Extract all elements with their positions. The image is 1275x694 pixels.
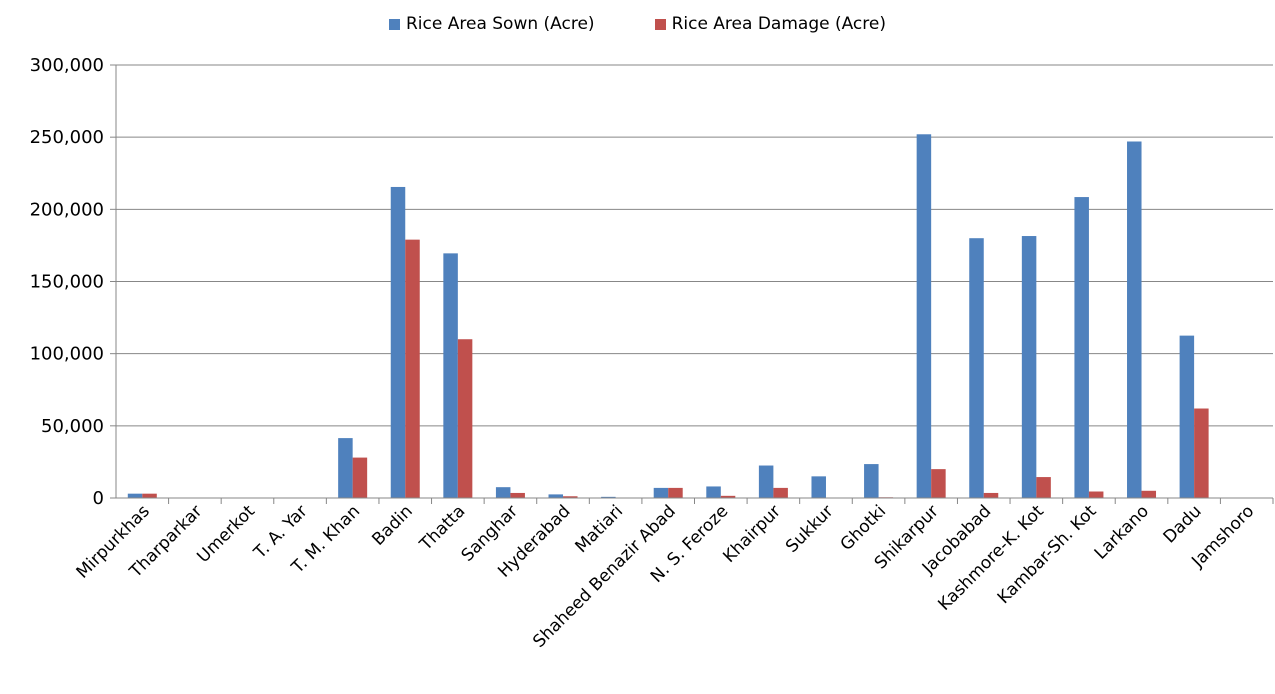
bar-damage: [668, 487, 683, 498]
bar-sown: [864, 464, 879, 498]
bar-damage: [983, 492, 999, 498]
x-tick-label: Sukkur: [782, 501, 838, 557]
bar-sown: [443, 253, 458, 498]
bar-damage: [563, 496, 578, 498]
x-tick-label: Larkano: [1091, 501, 1153, 563]
legend-swatch-sown: [389, 18, 400, 30]
bar-sown: [653, 487, 669, 498]
bar-damage: [773, 487, 788, 498]
x-tick-label: Badin: [368, 501, 416, 549]
x-tick-label: Dadu: [1160, 501, 1206, 547]
bar-damage: [510, 492, 525, 498]
legend-swatch-damage: [654, 18, 666, 30]
bar-damage: [1194, 408, 1209, 498]
legend-item-damage: Rice Area Damage (Acre): [654, 14, 886, 34]
bar-sown: [338, 438, 353, 498]
bar-sown: [758, 465, 774, 498]
legend-item-sown: Rice Area Sown (Acre): [389, 14, 595, 34]
bar-damage: [352, 457, 368, 498]
bar-sown: [390, 186, 406, 498]
bar-damage: [720, 495, 736, 498]
bar-sown: [1021, 236, 1037, 498]
legend: Rice Area Sown (Acre) Rice Area Damage (…: [0, 10, 1275, 38]
bar-damage: [142, 493, 157, 498]
bar-damage: [457, 339, 473, 498]
bar-sown: [548, 494, 564, 498]
bar-sown: [1179, 335, 1195, 498]
bar-sown: [706, 486, 721, 498]
y-tick-label: 50,000: [41, 416, 104, 437]
bar-damage: [1036, 477, 1051, 498]
bar-sown: [1074, 197, 1089, 498]
x-tick-label: Umerkot: [193, 501, 259, 567]
bar-sown: [811, 476, 826, 498]
bar-sown: [495, 487, 511, 498]
bar-sown: [127, 493, 143, 498]
bar-sown: [601, 496, 616, 498]
bar-damage: [1141, 490, 1157, 498]
y-tick-label: 200,000: [30, 199, 104, 220]
x-tick-label: Kambar-Sh. Kot: [994, 501, 1101, 608]
bar-damage: [405, 239, 420, 499]
bar-damage: [931, 469, 946, 498]
y-tick-label: 0: [93, 488, 104, 509]
x-tick-label: Khairpur: [719, 501, 784, 566]
bar-sown: [1127, 141, 1142, 498]
y-tick-label: 100,000: [30, 344, 104, 365]
legend-label-sown: Rice Area Sown (Acre): [406, 14, 595, 34]
bar-sown: [916, 134, 932, 498]
bar-sown: [969, 238, 984, 498]
y-tick-label: 250,000: [30, 127, 104, 148]
bar-damage: [1088, 491, 1104, 498]
legend-label-damage: Rice Area Damage (Acre): [671, 14, 886, 34]
y-tick-label: 150,000: [30, 272, 104, 293]
y-tick-label: 300,000: [30, 55, 104, 76]
